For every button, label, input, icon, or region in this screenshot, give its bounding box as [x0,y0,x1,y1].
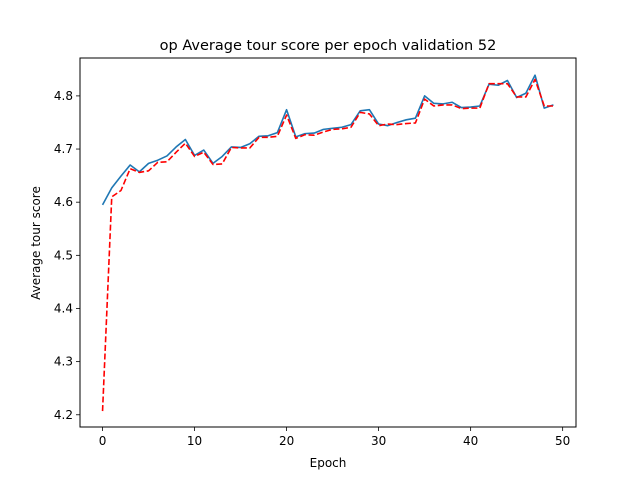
x-axis-label: Epoch [310,456,347,470]
x-tick-label: 40 [463,434,478,448]
axes-frame [79,57,577,428]
y-tick-label: 4.2 [54,408,73,422]
x-tick-label: 30 [371,434,386,448]
x-tick-label: 10 [187,434,202,448]
plot-area [101,74,554,412]
y-tick-label: 4.5 [54,248,73,262]
y-tick-label: 4.6 [54,195,73,209]
y-axis-ticks: 4.2 4.3 4.4 4.5 4.6 4.7 4.8 [54,89,80,422]
y-tick-label: 4.3 [54,355,73,369]
y-tick-label: 4.8 [54,89,73,103]
x-tick-label: 0 [99,434,107,448]
x-tick-label: 20 [279,434,294,448]
series-line-1 [101,74,554,206]
y-tick-label: 4.4 [54,301,73,315]
x-tick-label: 50 [555,434,570,448]
x-axis-ticks: 0 10 20 30 40 50 [99,427,570,448]
chart-title: op Average tour score per epoch validati… [160,38,497,54]
series-line-2 [101,78,554,412]
y-tick-label: 4.7 [54,142,73,156]
y-axis-label: Average tour score [29,186,43,300]
